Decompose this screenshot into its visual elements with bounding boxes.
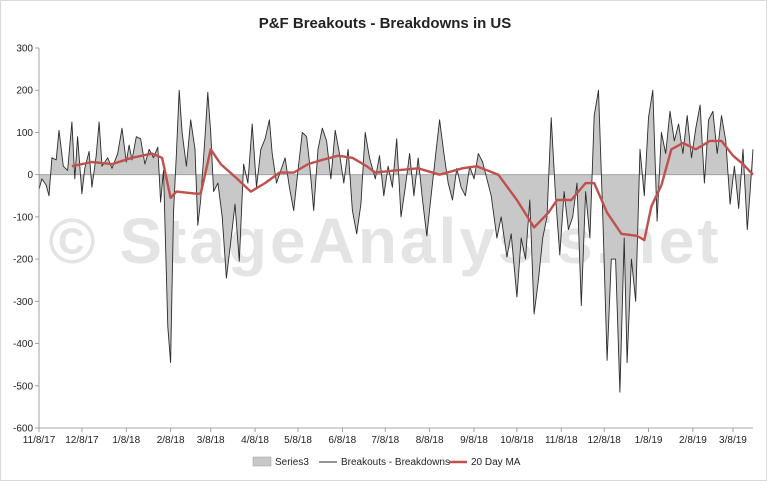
y-tick-label: -200 (13, 255, 33, 266)
x-tick-label: 2/8/18 (157, 435, 185, 446)
x-tick-label: 2/8/19 (679, 435, 707, 446)
legend-label-area: Series3 (275, 457, 309, 468)
x-tick-label: 10/8/18 (500, 435, 534, 446)
legend: Series3 Breakouts - Breakdowns 20 Day MA (252, 456, 521, 468)
breakouts-breakdowns-line (38, 89, 754, 393)
x-tick-label: 3/8/19 (719, 435, 747, 446)
chart-title: P&F Breakouts - Breakdowns in US (259, 15, 512, 32)
x-tick-label: 7/8/18 (371, 435, 399, 446)
x-tick-label: 11/8/18 (545, 435, 578, 446)
x-tick-label: 1/8/18 (112, 435, 140, 446)
x-tick-label: 12/8/17 (65, 435, 99, 446)
plot-area (38, 89, 754, 393)
ma-20-day-line (71, 139, 754, 242)
y-axis: 300 200 100 0 -100 -200 -300 -400 -500 -600 (13, 44, 40, 435)
x-tick-label: 12/8/18 (588, 435, 622, 446)
x-tick-label: 8/8/18 (416, 435, 444, 446)
y-tick-label: 200 (16, 86, 33, 97)
y-tick-label: 100 (16, 128, 33, 139)
x-tick-label: 3/8/18 (197, 435, 225, 446)
x-tick-label: 11/8/17 (23, 435, 56, 446)
y-tick-label: -300 (13, 297, 33, 308)
x-tick-label: 9/8/18 (460, 435, 488, 446)
x-tick-label: 5/8/18 (284, 435, 312, 446)
x-axis: 11/8/17 12/8/17 1/8/18 2/8/18 3/8/18 4/8/18 5/… (23, 427, 753, 446)
y-tick-label: -500 (13, 381, 33, 392)
y-tick-label: -100 (13, 212, 33, 223)
x-tick-label: 4/8/18 (241, 435, 269, 446)
y-tick-label: 300 (16, 44, 33, 55)
x-tick-label: 1/8/19 (635, 435, 663, 446)
y-tick-label: -400 (13, 339, 33, 350)
x-tick-label: 6/8/18 (328, 435, 356, 446)
y-tick-label: 0 (27, 170, 33, 181)
legend-label-ma: 20 Day MA (471, 457, 521, 468)
legend-label-line: Breakouts - Breakdowns (341, 457, 450, 468)
legend-swatch-area (252, 456, 272, 467)
y-tick-label: -600 (13, 424, 33, 435)
